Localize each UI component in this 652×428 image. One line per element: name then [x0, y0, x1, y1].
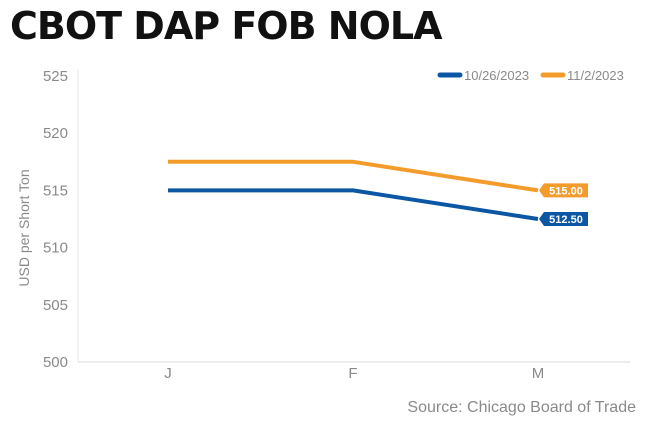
source-note: Source: Chicago Board of Trade — [407, 399, 636, 416]
x-tick-label: J — [164, 365, 172, 382]
legend-label: 11/2/2023 — [567, 68, 624, 83]
end-label-1: 515.00 — [539, 183, 588, 198]
y-axis-label: USD per Short Ton — [16, 169, 32, 286]
end-label-box — [539, 183, 588, 198]
x-tick-label: F — [348, 365, 357, 382]
series-line-1 — [168, 159, 539, 193]
y-tick-label: 525 — [43, 68, 68, 85]
legend-item-1: 11/2/2023 — [540, 68, 624, 83]
end-label-text: 515.00 — [549, 185, 583, 197]
legend-label: 10/26/2023 — [464, 68, 529, 83]
end-label-box — [539, 212, 588, 226]
y-tick-label: 500 — [43, 354, 68, 371]
series-lines — [168, 159, 539, 221]
y-tick-label: 515 — [43, 182, 68, 199]
y-tick-label: 510 — [43, 240, 68, 257]
end-label-text: 512.50 — [549, 214, 583, 226]
legend-item-0: 10/26/2023 — [437, 68, 529, 83]
x-tick-label: M — [532, 365, 545, 382]
chart-title: CBOT DAP FOB NOLA — [10, 4, 443, 48]
series-line-0 — [168, 188, 539, 221]
y-tick-label: 505 — [43, 297, 68, 314]
end-label-0: 512.50 — [539, 212, 588, 226]
legend: 10/26/2023 11/2/2023 — [437, 68, 624, 83]
end-value-labels: 512.50 515.00 — [539, 183, 588, 226]
y-tick-label: 520 — [43, 125, 68, 142]
y-axis-ticks: 525 520 515 510 505 500 — [43, 68, 68, 371]
